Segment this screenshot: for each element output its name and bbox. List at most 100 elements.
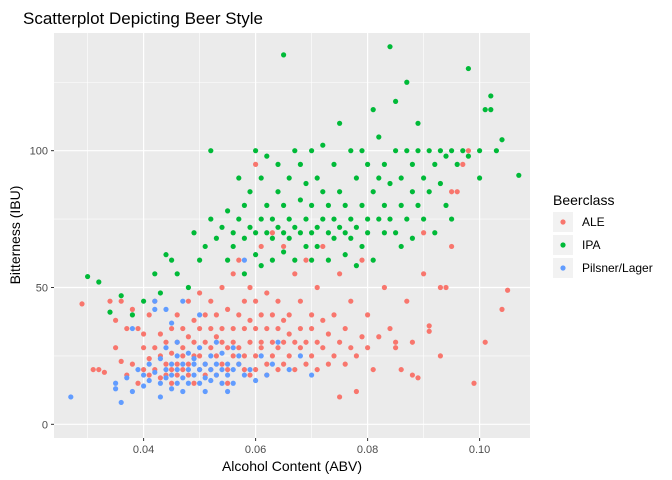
data-point — [297, 325, 303, 332]
data-point — [398, 175, 404, 181]
data-point — [275, 325, 281, 332]
legend-key-marker — [560, 219, 566, 225]
data-point — [348, 216, 354, 222]
data-point — [342, 252, 348, 258]
data-point — [118, 298, 124, 304]
data-point — [129, 312, 135, 318]
data-point — [247, 372, 253, 378]
legend: Beerclass ALE IPA Pilsner/Lager — [553, 192, 653, 278]
data-point — [370, 107, 376, 113]
data-point — [202, 375, 208, 381]
data-point — [185, 380, 191, 386]
data-point — [241, 202, 247, 208]
data-point — [185, 372, 191, 378]
data-point — [393, 345, 399, 351]
data-point — [264, 325, 270, 332]
data-point — [398, 366, 404, 373]
data-point — [163, 361, 169, 367]
legend-title: Beerclass — [553, 192, 614, 208]
data-point — [297, 161, 303, 167]
data-point — [146, 377, 152, 384]
data-point — [365, 312, 371, 318]
data-point — [202, 243, 208, 250]
data-point — [225, 388, 231, 395]
data-point — [325, 230, 331, 236]
data-point — [146, 356, 152, 362]
data-point — [180, 388, 186, 395]
data-point — [169, 372, 175, 378]
data-point — [314, 224, 320, 230]
data-point — [185, 284, 191, 291]
data-point — [331, 161, 337, 167]
data-point — [213, 361, 219, 367]
data-point — [230, 230, 236, 236]
data-points — [68, 44, 522, 406]
data-point — [157, 380, 163, 386]
data-point — [292, 339, 298, 345]
data-point — [241, 235, 247, 241]
data-point — [258, 353, 264, 359]
legend-label: IPA — [582, 238, 600, 252]
data-point — [320, 142, 326, 148]
data-point — [370, 366, 376, 373]
data-point — [129, 361, 135, 367]
data-point — [348, 148, 354, 154]
data-point — [258, 345, 264, 351]
data-point — [320, 317, 326, 323]
data-point — [208, 366, 214, 373]
data-point — [376, 134, 382, 140]
data-point — [247, 317, 253, 323]
data-point — [387, 180, 393, 187]
data-point — [325, 257, 331, 263]
data-point — [253, 377, 259, 384]
data-point — [309, 372, 315, 378]
data-point — [113, 345, 119, 351]
data-point — [331, 235, 337, 241]
data-point — [230, 353, 236, 359]
data-point — [286, 312, 292, 318]
data-point — [309, 312, 315, 318]
grid-major — [54, 33, 530, 438]
data-point — [236, 312, 242, 318]
data-point — [387, 325, 393, 332]
data-point — [297, 230, 303, 236]
data-point — [421, 271, 427, 277]
data-point — [353, 388, 359, 395]
data-point — [169, 320, 175, 326]
data-point — [269, 257, 275, 263]
data-point — [264, 153, 270, 159]
data-point — [236, 257, 242, 263]
data-point — [320, 345, 326, 351]
data-point — [129, 388, 135, 395]
data-point — [292, 257, 298, 263]
x-tick-label: 0.08 — [357, 444, 378, 456]
chart-title: Scatterplot Depicting Beer Style — [23, 9, 263, 28]
data-point — [174, 353, 180, 359]
data-point — [236, 353, 242, 359]
data-point — [409, 235, 415, 241]
data-point — [415, 375, 421, 381]
data-point — [454, 189, 460, 195]
data-point — [432, 161, 438, 167]
data-point — [471, 380, 477, 386]
data-point — [499, 306, 505, 312]
data-point — [426, 323, 432, 329]
data-point — [460, 161, 466, 167]
data-point — [180, 345, 186, 351]
data-point — [180, 366, 186, 373]
data-point — [370, 189, 376, 195]
data-point — [253, 148, 259, 154]
data-point — [370, 257, 376, 263]
data-point — [202, 388, 208, 395]
data-point — [113, 380, 119, 386]
data-point — [292, 366, 298, 373]
data-point — [342, 230, 348, 236]
data-point — [488, 93, 494, 99]
data-point — [180, 325, 186, 332]
data-point — [359, 243, 365, 250]
data-point — [174, 380, 180, 386]
data-point — [499, 137, 505, 143]
data-point — [197, 312, 203, 318]
data-point — [460, 148, 466, 154]
data-point — [191, 361, 197, 367]
